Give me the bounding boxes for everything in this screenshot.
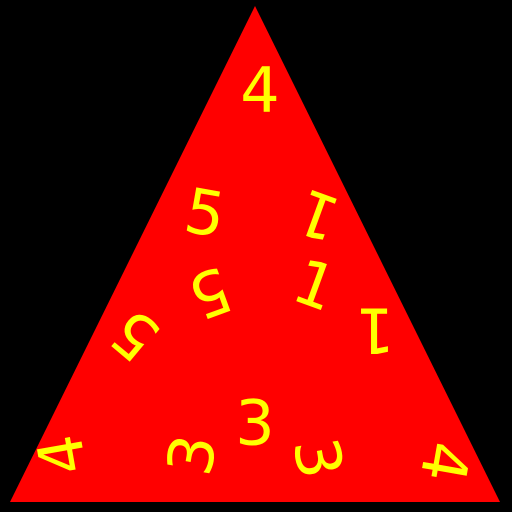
red-triangle [10, 6, 500, 502]
digit-apex-four: 4 [240, 54, 279, 127]
digit-right-lower-one: 1 [355, 294, 394, 367]
digit-three-center: 3 [235, 387, 274, 460]
